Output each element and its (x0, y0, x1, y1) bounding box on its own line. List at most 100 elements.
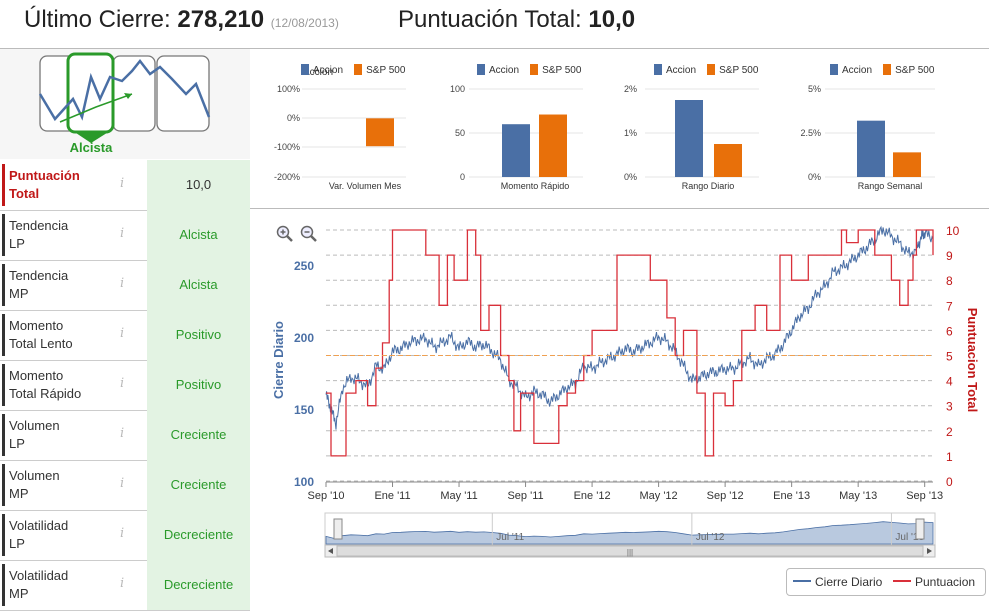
last-close-date: (12/08/2013) (270, 16, 339, 30)
y-axis-title: Cierre Diario (271, 321, 286, 399)
y2-tick-label: 7 (946, 299, 953, 313)
mini-bar-sp500 (893, 152, 921, 177)
mini-bar-accion (502, 124, 530, 177)
indicator-row: Tendencia MP i Alcista (0, 260, 250, 311)
navigator[interactable]: Jul '11 Jul '12 Jul '13 (324, 512, 936, 546)
scroll-right-icon[interactable] (927, 548, 932, 554)
navigator-tick-label: Jul '11 (496, 532, 524, 543)
chart-grid (325, 229, 933, 487)
mini-bar-accion (857, 120, 885, 177)
navigator-tick-label: Jul '12 (696, 532, 725, 543)
y-tick-label: 100 (294, 475, 314, 489)
x-tick-label: Sep '11 (507, 490, 543, 502)
mini-chart-volume: Accion 100% 0% -100% -200% Var. Volumen … (274, 67, 406, 191)
indicator-row: Volumen LP i Creciente (0, 410, 250, 461)
mini-chart-daily-range: 2% 1% 0% Rango Diario (624, 84, 759, 191)
mini-bar-sp500 (366, 118, 394, 147)
y2-tick-label: 10 (946, 224, 960, 238)
y2-tick-label: 6 (946, 324, 953, 338)
navigator-area (325, 521, 934, 545)
zoom-in-icon[interactable] (276, 225, 294, 243)
info-icon[interactable]: i (120, 426, 125, 441)
y2-tick-label: 0 (946, 475, 953, 489)
total-score-value: 10,0 (588, 6, 636, 33)
svg-text:|||: ||| (627, 548, 633, 557)
indicator-value: 10,0 (147, 160, 250, 210)
indicator-label: Volumen MP (9, 468, 60, 501)
x-tick-label: Sep '12 (707, 490, 744, 502)
indicator-label: Puntuación Total (9, 168, 80, 201)
mini-y-tick: 100% (277, 84, 300, 94)
series-line-puntuacion (326, 229, 934, 457)
navigator-handle-left[interactable] (333, 518, 343, 540)
last-close-summary: Último Cierre: 278,210 (12/08/2013) (24, 6, 339, 34)
page-header: Último Cierre: 278,210 (12/08/2013) Punt… (0, 0, 989, 49)
mini-caption: Var. Volumen Mes (329, 181, 402, 191)
y2-tick-label: 5 (946, 350, 953, 364)
trend-label: Alcista (69, 140, 113, 155)
y2-tick-label: 2 (946, 425, 953, 439)
mini-bar-accion (675, 100, 703, 177)
mini-legend-accion: Accion (303, 67, 333, 78)
mini-y-tick: 0 (460, 172, 465, 182)
indicator-label: Momento Total Lento (9, 318, 73, 351)
info-icon[interactable]: i (120, 326, 125, 341)
mini-y-tick: 2.5% (800, 128, 821, 138)
y2-tick-label: 4 (946, 375, 953, 389)
trend-widget (0, 49, 250, 159)
indicator-value: Decreciente (147, 560, 250, 610)
x-tick-label: May '13 (839, 490, 877, 502)
info-icon[interactable]: i (120, 276, 125, 291)
info-icon[interactable]: i (120, 226, 125, 241)
indicator-row-total-score: Puntuación Total i 10,0 (0, 160, 250, 211)
mini-caption: Momento Rápido (501, 181, 570, 191)
indicator-row: Volumen MP i Creciente (0, 460, 250, 511)
total-score-label: Puntuación Total: (398, 6, 582, 33)
indicator-label: Volatilidad MP (9, 568, 69, 601)
indicator-value: Positivo (147, 310, 250, 360)
y2-tick-label: 1 (946, 450, 953, 464)
mini-chart-momentum: 100 50 0 Momento Rápido (450, 84, 583, 191)
navigator-handle-right[interactable] (915, 518, 925, 540)
chart-legend: Cierre Diario Puntuacion (786, 568, 986, 596)
total-score-summary: Puntuación Total: 10,0 (398, 6, 635, 34)
indicator-value: Creciente (147, 410, 250, 460)
info-icon[interactable]: i (120, 376, 125, 391)
x-tick-label: Ene '12 (574, 490, 611, 502)
indicator-row: Tendencia LP i Alcista (0, 210, 250, 261)
x-tick-label: Sep '13 (906, 490, 943, 502)
y2-tick-label: 3 (946, 400, 953, 414)
mini-legend: Accion S&P 500 (301, 64, 405, 76)
indicator-value: Alcista (147, 210, 250, 260)
mini-y-tick: 100 (450, 84, 465, 94)
legend-item-puntuacion[interactable]: Puntuacion (893, 575, 975, 589)
info-icon[interactable]: i (120, 576, 125, 591)
y-tick-label: 200 (294, 331, 314, 345)
trend-icon (38, 52, 211, 143)
indicator-value: Alcista (147, 260, 250, 310)
y2-tick-label: 9 (946, 249, 953, 263)
scrollbar[interactable]: ||| (324, 544, 936, 558)
mini-y-tick: 0% (624, 172, 637, 182)
indicator-row: Volatilidad LP i Decreciente (0, 510, 250, 561)
info-icon[interactable]: i (120, 476, 125, 491)
mini-y-tick: -100% (274, 142, 300, 152)
last-close-label: Último Cierre: (24, 6, 171, 33)
mini-caption: Rango Semanal (858, 181, 923, 191)
indicator-row: Momento Total Rápido i Positivo (0, 360, 250, 411)
x-tick-label: Ene '11 (374, 490, 410, 502)
indicator-label: Tendencia MP (9, 268, 69, 301)
mini-legend: Accion S&P 500 (830, 64, 934, 76)
legend-item-cierre[interactable]: Cierre Diario (793, 575, 882, 589)
y-tick-label: 250 (294, 259, 314, 273)
scrollbar-thumb[interactable] (336, 545, 924, 557)
info-icon[interactable]: i (120, 176, 125, 191)
zoom-out-icon[interactable] (300, 225, 318, 243)
info-icon[interactable]: i (120, 526, 125, 541)
indicator-label: Tendencia LP (9, 218, 69, 251)
indicator-label: Volatilidad LP (9, 518, 69, 551)
scroll-left-icon[interactable] (328, 548, 333, 554)
indicator-label: Momento Total Rápido (9, 368, 82, 401)
mini-y-tick: -200% (274, 172, 300, 182)
